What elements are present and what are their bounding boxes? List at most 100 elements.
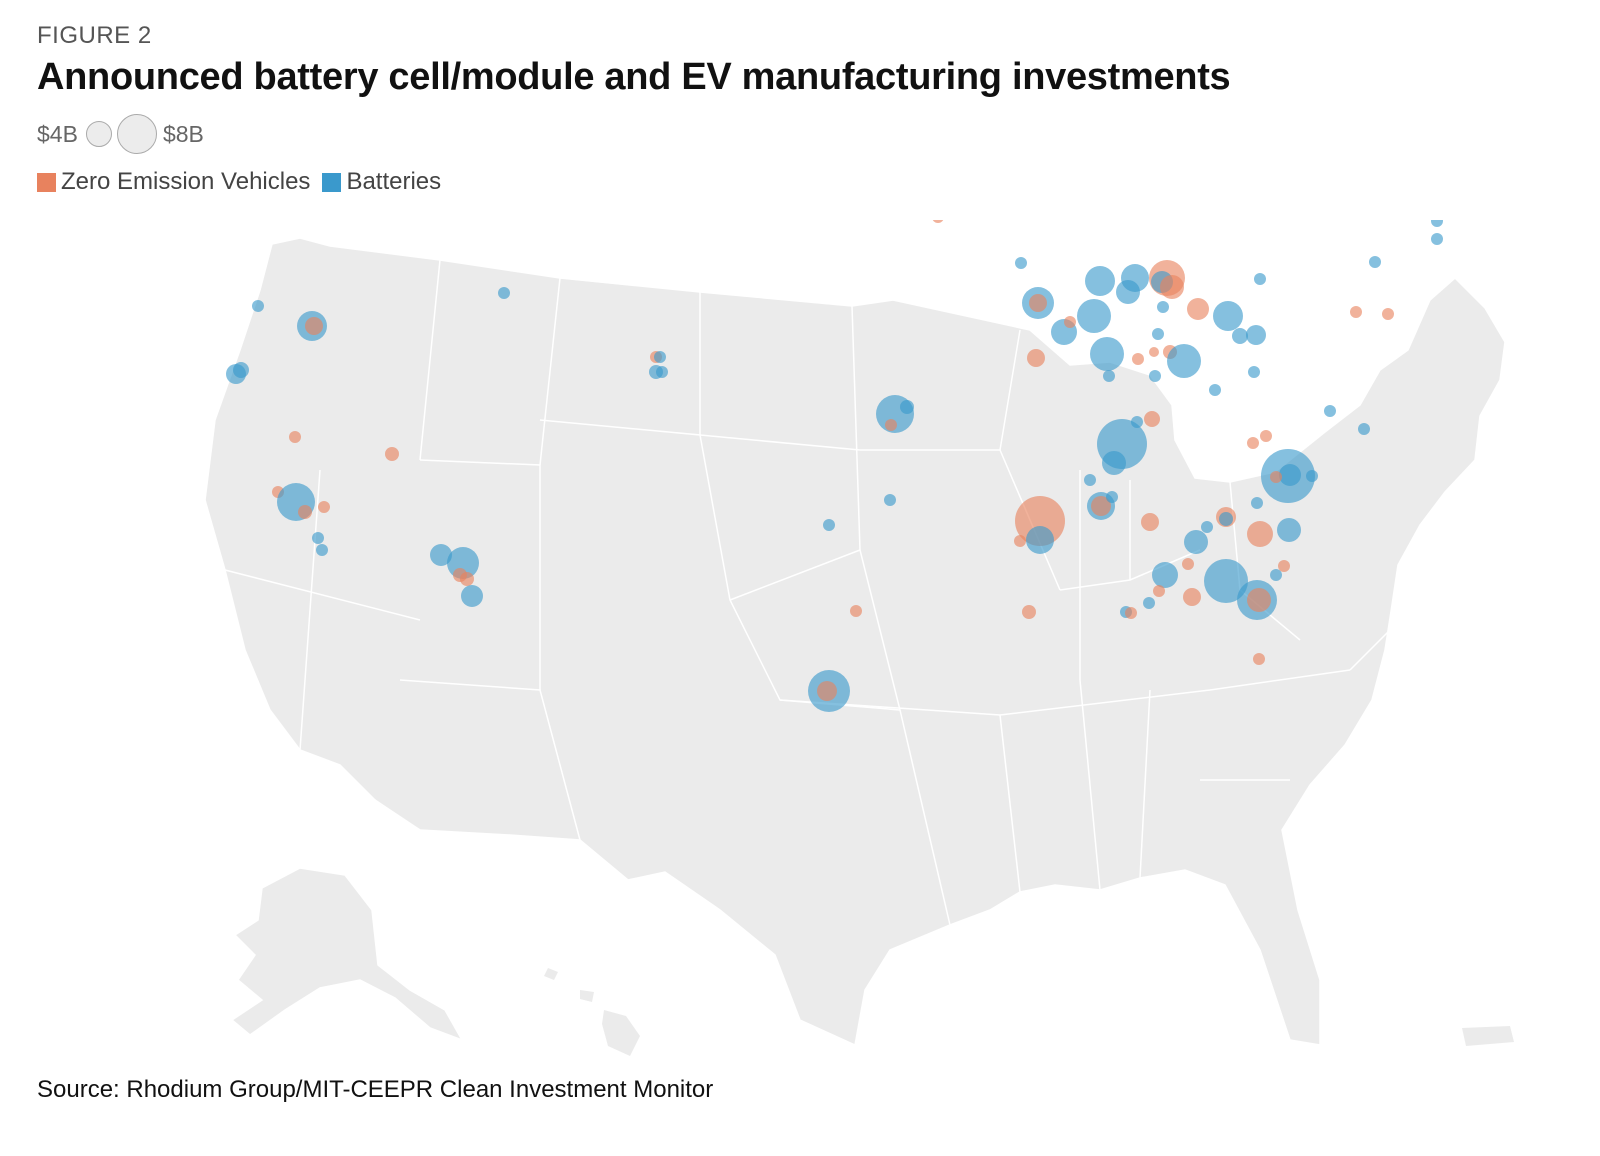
battery-investment-bubble	[1277, 518, 1301, 542]
battery-investment-bubble	[430, 544, 452, 566]
zev-investment-bubble	[318, 501, 330, 513]
battery-investment-bubble	[884, 494, 896, 506]
zev-investment-bubble	[885, 419, 897, 431]
zev-investment-bubble	[1153, 585, 1165, 597]
battery-investment-bubble	[1077, 299, 1111, 333]
battery-investment-bubble	[233, 362, 249, 378]
legend-label-zev: Zero Emission Vehicles	[61, 168, 311, 195]
battery-investment-bubble	[1152, 328, 1164, 340]
zev-investment-bubble	[1141, 513, 1159, 531]
zev-investment-bubble	[385, 447, 399, 461]
battery-investment-bubble	[1209, 384, 1221, 396]
zev-investment-bubble	[1247, 521, 1273, 547]
battery-investment-bubble	[461, 585, 483, 607]
legend-item-zev: Zero Emission Vehicles	[37, 168, 310, 196]
bubble-layer	[226, 220, 1443, 712]
battery-investment-bubble	[1143, 597, 1155, 609]
battery-investment-bubble	[1102, 451, 1126, 475]
us-map	[204, 220, 1514, 1056]
zev-investment-bubble	[932, 220, 944, 223]
zev-investment-bubble	[1091, 496, 1111, 516]
battery-investment-bubble	[1369, 256, 1381, 268]
battery-investment-bubble	[1084, 474, 1096, 486]
battery-investment-bubble	[1213, 301, 1243, 331]
zev-investment-bubble	[1278, 560, 1290, 572]
legend-swatch-batteries	[322, 172, 342, 192]
legend-label-batteries: Batteries	[346, 168, 442, 195]
battery-investment-bubble	[1201, 521, 1213, 533]
battery-investment-bubble	[1157, 301, 1169, 313]
zev-investment-bubble	[1270, 471, 1282, 483]
zev-investment-bubble	[1160, 275, 1184, 299]
size-legend-large-circle	[116, 114, 157, 154]
battery-investment-bubble	[1254, 273, 1266, 285]
zev-investment-bubble	[1253, 653, 1265, 665]
battery-investment-bubble	[1431, 220, 1443, 227]
zev-investment-bubble	[1149, 347, 1159, 357]
zev-investment-bubble	[1260, 430, 1272, 442]
zev-investment-bubble	[1015, 496, 1065, 546]
battery-investment-bubble	[1167, 344, 1201, 378]
battery-investment-bubble	[1149, 370, 1161, 382]
battery-investment-bubble	[656, 366, 668, 378]
zev-investment-bubble	[1382, 308, 1394, 320]
battery-investment-bubble	[823, 519, 835, 531]
source-note: Source: Rhodium Group/MIT-CEEPR Clean In…	[37, 1076, 714, 1103]
figure-label: FIGURE 2	[37, 22, 152, 49]
color-legend: Zero Emission Vehicles Batteries	[37, 168, 453, 196]
contiguous-us-shape	[204, 237, 1506, 1047]
zev-investment-bubble	[1027, 349, 1045, 367]
zev-investment-bubble	[298, 505, 312, 519]
battery-investment-bubble	[1219, 512, 1233, 526]
battery-investment-bubble	[1015, 257, 1027, 269]
zev-investment-bubble	[1022, 605, 1036, 619]
zev-investment-bubble	[1183, 588, 1201, 606]
zev-investment-bubble	[850, 605, 862, 617]
zev-investment-bubble	[817, 681, 837, 701]
battery-investment-bubble	[1431, 233, 1443, 245]
battery-investment-bubble	[1279, 464, 1301, 486]
battery-investment-bubble	[1026, 526, 1054, 554]
size-legend: $4B $8B	[37, 114, 204, 154]
hawaii-shape	[544, 968, 640, 1056]
battery-investment-bubble	[1152, 562, 1178, 588]
battery-investment-bubble	[1106, 491, 1118, 503]
battery-investment-bubble	[1121, 264, 1149, 292]
battery-investment-bubble	[252, 300, 264, 312]
battery-investment-bubble	[1184, 530, 1208, 554]
zev-investment-bubble	[460, 572, 474, 586]
battery-investment-bubble	[498, 287, 510, 299]
battery-investment-bubble	[1085, 266, 1115, 296]
battery-investment-bubble	[1131, 416, 1143, 428]
zev-investment-bubble	[1064, 316, 1076, 328]
zev-investment-bubble	[1247, 588, 1271, 612]
zev-investment-bubble	[1187, 298, 1209, 320]
zev-investment-bubble	[1132, 353, 1144, 365]
battery-investment-bubble	[316, 544, 328, 556]
battery-investment-bubble	[1090, 337, 1124, 371]
alaska-shape	[230, 867, 464, 1042]
zev-investment-bubble	[305, 317, 323, 335]
zev-investment-bubble	[1350, 306, 1362, 318]
battery-investment-bubble	[1306, 470, 1318, 482]
zev-investment-bubble	[1014, 535, 1026, 547]
zev-investment-bubble	[1125, 607, 1137, 619]
battery-investment-bubble	[1232, 328, 1248, 344]
legend-item-batteries: Batteries	[322, 168, 441, 196]
battery-investment-bubble	[654, 351, 666, 363]
legend-swatch-zev	[37, 172, 56, 192]
battery-investment-bubble	[1324, 405, 1336, 417]
map-land	[204, 237, 1514, 1056]
battery-investment-bubble	[1248, 366, 1260, 378]
battery-investment-bubble	[1103, 370, 1115, 382]
battery-investment-bubble	[1358, 423, 1370, 435]
battery-investment-bubble	[900, 400, 914, 414]
chart-title: Announced battery cell/module and EV man…	[37, 56, 1231, 98]
zev-investment-bubble	[1029, 294, 1047, 312]
zev-investment-bubble	[1144, 411, 1160, 427]
zev-investment-bubble	[1182, 558, 1194, 570]
size-legend-large-label: $8B	[162, 120, 204, 147]
battery-investment-bubble	[1246, 325, 1266, 345]
size-legend-small-label: $4B	[37, 120, 78, 147]
size-legend-small-circle	[85, 121, 112, 147]
